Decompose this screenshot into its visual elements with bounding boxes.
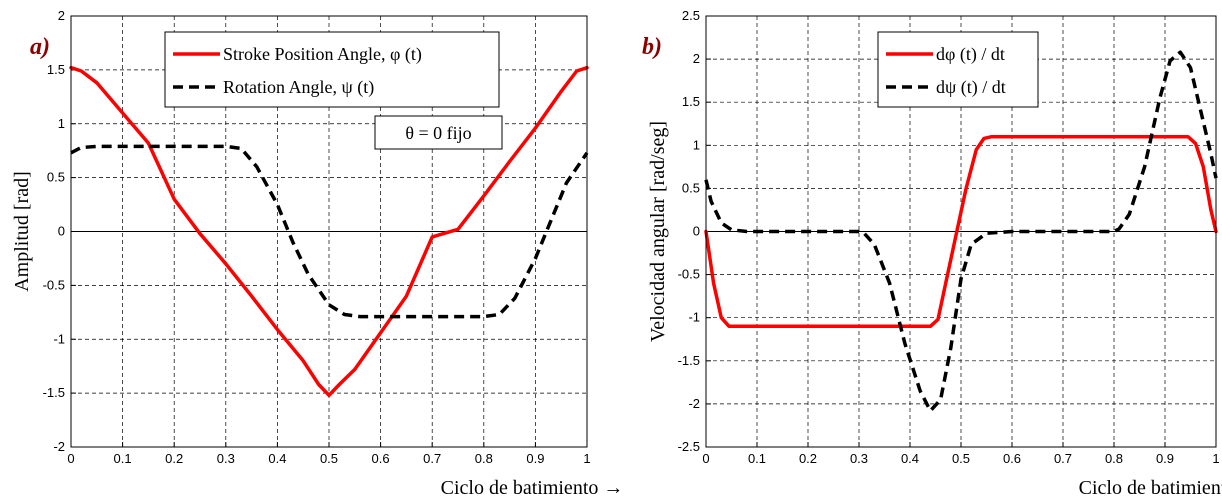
x-tick-label: 0.1 <box>114 451 132 466</box>
panel-label: a) <box>30 34 50 60</box>
x-tick-label: 0.4 <box>268 451 286 466</box>
x-axis-label: Ciclo de batimiento → <box>441 477 624 499</box>
legend-label: Stroke Position Angle, φ (t) <box>223 44 422 65</box>
x-tick-label: 0 <box>67 451 74 466</box>
y-tick-label: 0.5 <box>47 170 65 185</box>
x-tick-label: 0.6 <box>372 451 390 466</box>
y-tick-label: 0.5 <box>682 180 700 195</box>
x-tick-label: 0.8 <box>475 451 493 466</box>
x-tick-label: 0.9 <box>526 451 544 466</box>
x-tick-label: 0.1 <box>748 451 766 466</box>
legend-box <box>877 31 1039 108</box>
y-tick-label: 0 <box>693 224 700 239</box>
y-tick-label: 1 <box>693 137 700 152</box>
y-tick-label: 2 <box>58 8 65 23</box>
x-tick-label: 0.2 <box>799 451 817 466</box>
y-tick-label: 0 <box>58 224 65 239</box>
y-tick-label: -0.5 <box>678 267 700 282</box>
x-tick-label: 0.7 <box>1054 451 1072 466</box>
legend: Stroke Position Angle, φ (t) Rotation Ang… <box>164 31 500 108</box>
series-line-2 <box>70 144 589 319</box>
y-tick-label: -2 <box>688 396 700 411</box>
y-axis-label: Amplitud [rad] <box>11 171 33 292</box>
plot-frame <box>705 15 1217 448</box>
x-tick-label: 1 <box>1212 451 1219 466</box>
legend-label: dφ (t) / dt <box>936 44 1005 65</box>
y-tick-label: -2.5 <box>678 439 700 454</box>
x-tick-label: 0 <box>702 451 709 466</box>
y-axis-label: Velocidad angular [rad/seg] <box>647 121 669 342</box>
y-tick-label: 2.5 <box>682 8 700 23</box>
y-tick-label: -1 <box>688 310 700 325</box>
y-tick-label: -0.5 <box>43 277 65 292</box>
y-tick-label: -1 <box>53 331 65 346</box>
x-tick-label: 0.9 <box>1156 451 1174 466</box>
y-tick-label: 1.5 <box>682 94 700 109</box>
x-tick-label: 0.5 <box>320 451 338 466</box>
x-tick-label: 0.3 <box>217 451 235 466</box>
series-line-2 <box>704 50 1218 413</box>
x-axis-label: Ciclo de batimiento → <box>1079 477 1222 499</box>
x-tick-label: 0.5 <box>952 451 970 466</box>
plot-frame <box>70 15 588 448</box>
chart-panel-b: 0 0.1 0.2 0.3 0.4 0.5 0.6 0.7 0.8 0.9 1 -2.5 -2 -1.5 -… <box>642 8 1222 499</box>
x-tick-label: 0.8 <box>1105 451 1123 466</box>
y-tick-label: -1.5 <box>43 385 65 400</box>
series-line-1 <box>69 65 589 398</box>
y-tick-label: 2 <box>693 51 700 66</box>
legend-label: Rotation Angle, ψ (t) <box>223 77 374 98</box>
series-line-1 <box>704 134 1218 329</box>
y-tick-label: -1.5 <box>678 353 700 368</box>
x-tick-label: 0.2 <box>165 451 183 466</box>
annotation-box <box>374 115 503 150</box>
x-tick-label: 0.7 <box>423 451 441 466</box>
y-tick-label: 1.5 <box>47 62 65 77</box>
x-tick-label: 1 <box>583 451 590 466</box>
x-tick-label: 0.6 <box>1003 451 1021 466</box>
x-tick-label: 0.4 <box>901 451 919 466</box>
panel-label: b) <box>642 34 662 60</box>
chart-panel-a: 0 0.1 0.2 0.3 0.4 0.5 0.6 0.7 0.8 0.9 1 -2 -1.5 -1 -0.… <box>11 8 623 499</box>
legend: dφ (t) / dt dψ (t) / dt <box>877 31 1039 108</box>
x-tick-label: 0.3 <box>850 451 868 466</box>
legend-box <box>164 31 500 108</box>
y-tick-label: 1 <box>58 116 65 131</box>
y-tick-label: -2 <box>53 439 65 454</box>
annotation-text: θ = 0 fijo <box>405 123 471 143</box>
legend-label: dψ (t) / dt <box>936 77 1006 98</box>
